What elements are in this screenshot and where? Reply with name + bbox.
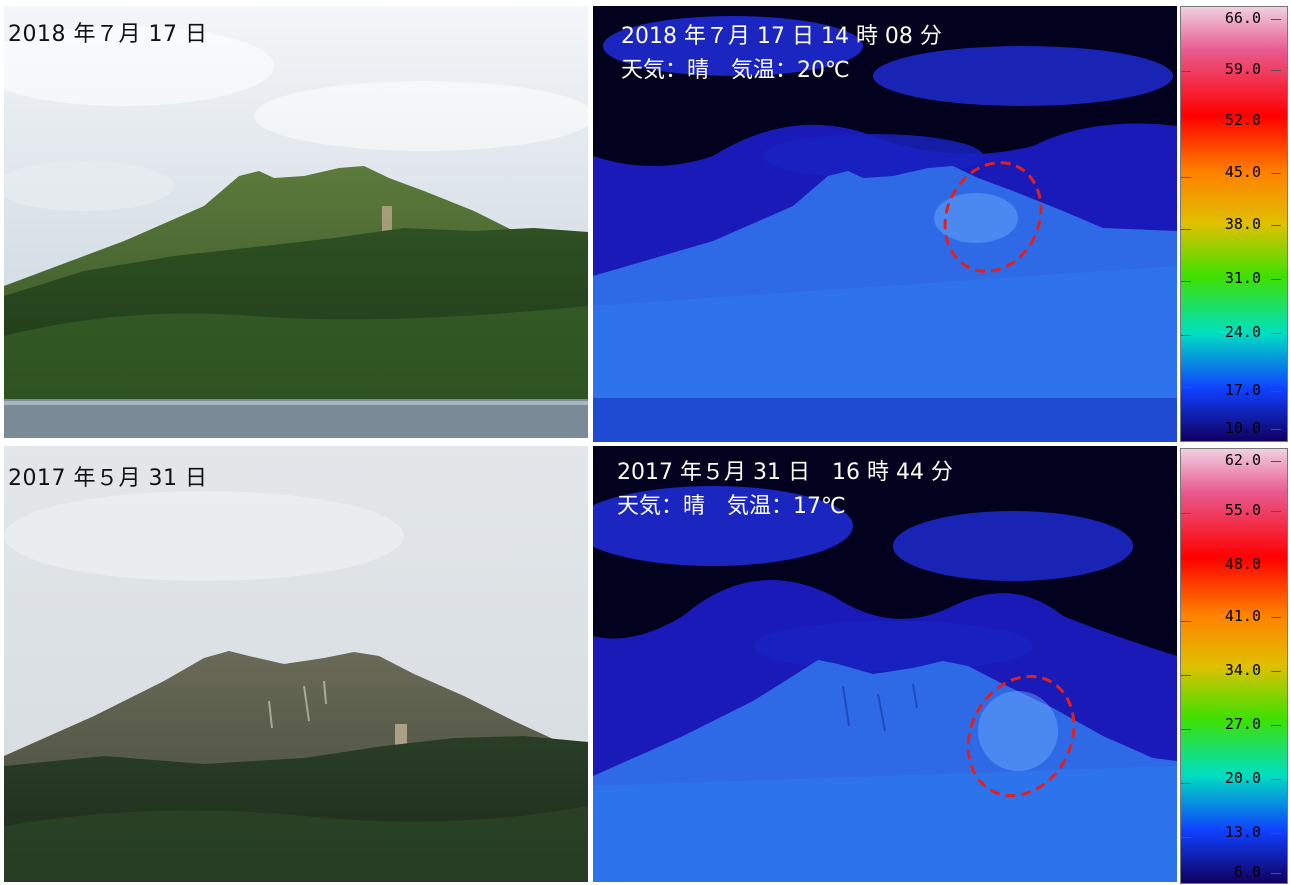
- temperature-scale-2018: 66.0 59.0 52.0 45.0 38.0 31.0 24.0 17.0 …: [1180, 6, 1288, 442]
- photo-2017-panel: 2017 年５月 31 日: [4, 446, 588, 882]
- scale-gradient-2018: [1181, 7, 1287, 441]
- thermal-image-2017: [593, 446, 1177, 882]
- thermal-2017-datetime: 2017 年５月 31 日 16 時 44 分: [617, 460, 953, 485]
- thermal-2017-weather: 天気：晴 気温：17℃: [617, 494, 846, 519]
- mountain-photo-2018: [4, 6, 588, 438]
- highlight-ellipse-2018: [943, 161, 1043, 273]
- thermal-image-2018: [593, 6, 1177, 442]
- temperature-scale-2017: 62.0 55.0 48.0 41.0 34.0 27.0 20.0 13.0 …: [1180, 448, 1288, 884]
- thermal-2017-header: 2017 年５月 31 日 16 時 44 分 天気：晴 気温：17℃: [617, 456, 953, 524]
- thermal-2018-weather: 天気：晴 気温：20℃: [621, 58, 850, 83]
- thermal-2018-panel: 2018 年７月 17 日 14 時 08 分 天気：晴 気温：20℃: [593, 6, 1177, 442]
- photo-2017-date: 2017 年５月 31 日: [8, 466, 208, 491]
- photo-2018-panel: 2018 年７月 17 日: [4, 6, 588, 438]
- highlight-ellipse-2017: [966, 674, 1076, 798]
- thermal-2017-panel: 2017 年５月 31 日 16 時 44 分 天気：晴 気温：17℃: [593, 446, 1177, 882]
- mountain-photo-2017: [4, 446, 588, 882]
- thermal-2018-header: 2018 年７月 17 日 14 時 08 分 天気：晴 気温：20℃: [621, 20, 942, 88]
- photo-2018-date: 2018 年７月 17 日: [8, 22, 208, 47]
- scale-gradient-2017: [1181, 449, 1287, 883]
- thermal-2018-datetime: 2018 年７月 17 日 14 時 08 分: [621, 24, 942, 49]
